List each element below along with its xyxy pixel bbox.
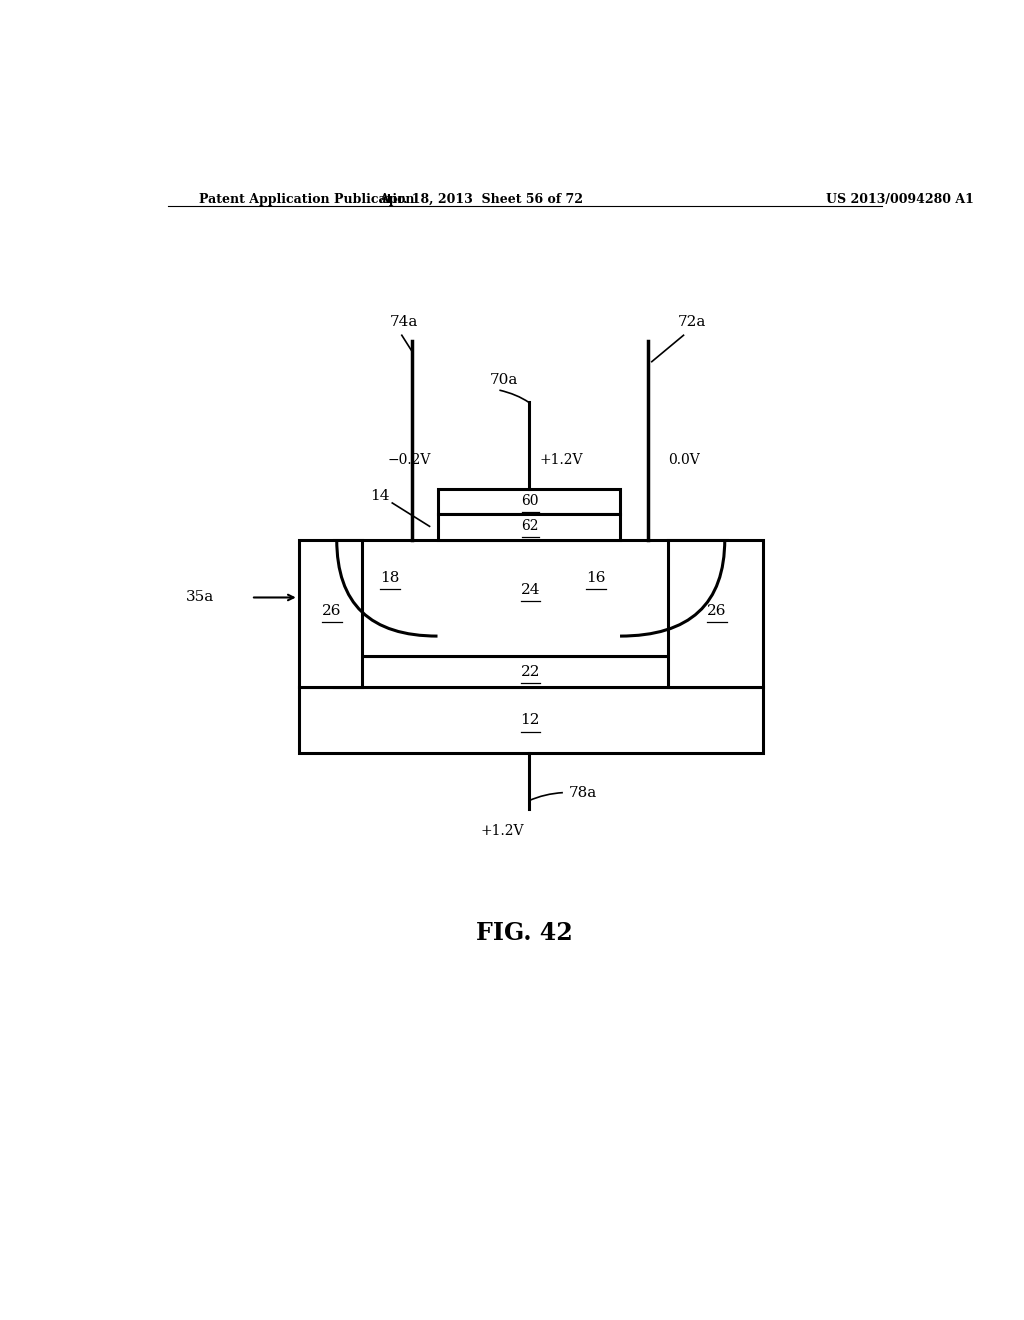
Text: 74a: 74a bbox=[390, 315, 419, 329]
Bar bbox=[668, 540, 763, 686]
Text: 18: 18 bbox=[380, 572, 399, 585]
Text: 24: 24 bbox=[520, 583, 540, 598]
Text: +1.2V: +1.2V bbox=[539, 453, 583, 467]
Text: US 2013/0094280 A1: US 2013/0094280 A1 bbox=[826, 193, 974, 206]
Text: Patent Application Publication: Patent Application Publication bbox=[200, 193, 415, 206]
Bar bbox=[299, 540, 362, 686]
Text: 35a: 35a bbox=[185, 590, 214, 605]
Text: 70a: 70a bbox=[489, 374, 518, 387]
Bar bbox=[437, 488, 621, 515]
Text: 12: 12 bbox=[520, 714, 540, 727]
Text: +1.2V: +1.2V bbox=[481, 824, 524, 838]
Text: FIG. 42: FIG. 42 bbox=[476, 921, 573, 945]
Text: 22: 22 bbox=[520, 665, 540, 678]
Text: Apr. 18, 2013  Sheet 56 of 72: Apr. 18, 2013 Sheet 56 of 72 bbox=[379, 193, 583, 206]
Text: 16: 16 bbox=[587, 572, 606, 585]
Bar bbox=[437, 515, 621, 540]
Text: 72a: 72a bbox=[677, 315, 706, 329]
Bar bbox=[334, 540, 727, 656]
Text: 26: 26 bbox=[323, 603, 342, 618]
Text: 26: 26 bbox=[708, 603, 727, 618]
Text: 62: 62 bbox=[521, 519, 539, 533]
Bar bbox=[334, 656, 727, 686]
Text: 14: 14 bbox=[371, 488, 390, 503]
Bar bbox=[299, 686, 763, 752]
Text: −0.2V: −0.2V bbox=[388, 453, 431, 467]
Text: 78a: 78a bbox=[568, 785, 597, 800]
Text: 0.0V: 0.0V bbox=[668, 453, 699, 467]
Text: 60: 60 bbox=[521, 494, 539, 508]
